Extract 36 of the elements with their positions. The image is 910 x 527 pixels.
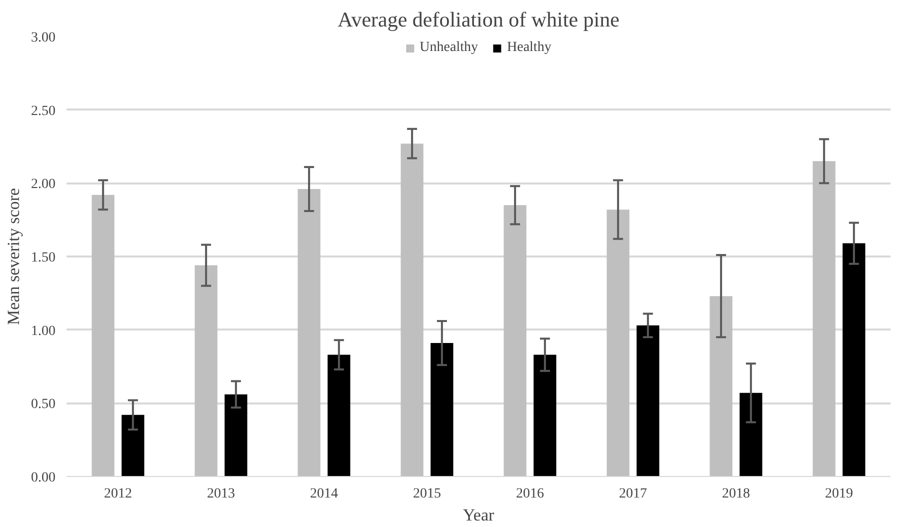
y-tick-label: 0.00 bbox=[31, 470, 56, 486]
y-tick-label: 2.00 bbox=[31, 177, 56, 192]
bar bbox=[710, 296, 732, 476]
x-tick-label: 2014 bbox=[310, 486, 338, 502]
x-tick-label: 2016 bbox=[516, 486, 544, 502]
bar bbox=[534, 354, 556, 476]
x-axis-title: Year bbox=[462, 506, 494, 524]
legend-label: Unhealthy bbox=[420, 40, 478, 56]
x-tick-label: 2013 bbox=[207, 486, 235, 502]
legend-label: Healthy bbox=[507, 40, 552, 56]
bar bbox=[740, 392, 762, 476]
y-tick-label: 3.00 bbox=[31, 30, 56, 46]
bar bbox=[298, 189, 320, 476]
y-tick-label: 0.50 bbox=[31, 397, 56, 412]
bar bbox=[430, 343, 454, 476]
bar bbox=[194, 265, 218, 476]
bar bbox=[122, 414, 144, 476]
y-tick-label: 1.00 bbox=[31, 324, 56, 339]
bar bbox=[842, 243, 866, 476]
x-tick-label: 2018 bbox=[722, 486, 750, 502]
y-axis-title: Mean severity score bbox=[4, 188, 23, 325]
x-tick-label: 2017 bbox=[619, 486, 647, 502]
y-tick-label: 2.50 bbox=[31, 104, 56, 119]
bar bbox=[812, 161, 836, 476]
x-tick-label: 2019 bbox=[825, 486, 853, 502]
x-tick-label: 2015 bbox=[413, 486, 441, 502]
chart-title: Average defoliation of white pine bbox=[338, 8, 620, 32]
y-tick-label: 1.50 bbox=[31, 250, 56, 266]
x-tick-label: 2012 bbox=[104, 486, 132, 502]
bar bbox=[400, 144, 424, 476]
bar bbox=[606, 210, 630, 476]
bar bbox=[504, 205, 526, 476]
bar bbox=[328, 354, 350, 476]
bar bbox=[92, 194, 114, 476]
bar bbox=[636, 325, 660, 476]
bar bbox=[224, 394, 248, 476]
